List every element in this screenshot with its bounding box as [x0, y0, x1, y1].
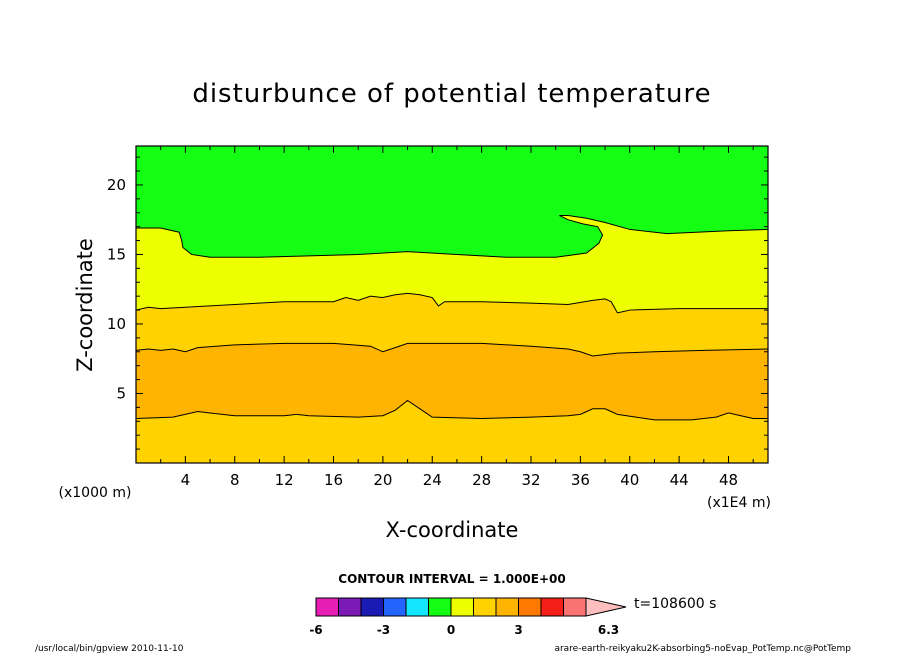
colorbar-labels: -6 -3 0 3 6.3	[309, 623, 619, 637]
contour-line-2	[135, 399, 768, 421]
footer-left: /usr/local/bin/gpview 2010-11-10	[35, 644, 184, 654]
x-tick-label: 48	[719, 471, 738, 489]
colorbar-cell	[473, 597, 497, 617]
time-text: t=108600 s	[634, 596, 716, 612]
colorbar-cell	[450, 597, 474, 617]
x-unit-label: (x1E4 m)	[707, 495, 771, 511]
y-tick-label: 5	[116, 384, 126, 402]
x-tick-label: 16	[324, 471, 343, 489]
y-tick-label: 10	[107, 315, 126, 333]
x-tick-label: 4	[181, 471, 191, 489]
colorbar-arrow	[585, 597, 627, 617]
contour-interval-text: CONTOUR INTERVAL = 1.000E+00	[338, 572, 565, 586]
colorbar-cell	[518, 597, 542, 617]
colorbar-label: 0	[447, 623, 455, 637]
colorbar-cell	[315, 597, 339, 617]
y-tick-label: 15	[107, 245, 126, 263]
x-tick-label: 12	[275, 471, 294, 489]
x-tick-label: 28	[472, 471, 491, 489]
colorbar-cell	[540, 597, 564, 617]
colorbar-label: -6	[309, 623, 322, 637]
x-axis-title: X-coordinate	[386, 518, 519, 542]
x-tick-label: 36	[571, 471, 590, 489]
colorbar-cell	[360, 597, 384, 617]
colorbar-cell	[563, 597, 587, 617]
colorbar-cell	[405, 597, 429, 617]
colorbar-cell	[495, 597, 519, 617]
contour-band-band-2-to-3	[136, 343, 768, 420]
contour-line-0	[135, 292, 768, 314]
x-tick-label: 40	[620, 471, 639, 489]
chart-title: disturbunce of potential temperature	[192, 79, 711, 109]
y-axis-title: Z-coordinate	[73, 238, 97, 372]
colorbar-label: -3	[377, 623, 390, 637]
colorbar-cell	[383, 597, 407, 617]
plot-frame	[135, 145, 769, 464]
y-tick-labels: 5 10 15 20	[107, 176, 126, 403]
contour-band-band-1-to-2	[136, 400, 768, 463]
x-tick-label: 44	[670, 471, 689, 489]
plot-area	[135, 145, 769, 464]
colorbar	[315, 597, 627, 617]
contour-band-minus1-to-0	[136, 146, 768, 258]
contour-line-minus1	[136, 215, 769, 258]
colorbar-label: 6.3	[598, 623, 619, 637]
colorbar-cell	[338, 597, 362, 617]
x-tick-label: 32	[521, 471, 540, 489]
y-tick-label: 20	[107, 176, 126, 194]
footer-right: arare-earth-reikyaku2K-absorbing5-noEvap…	[554, 644, 851, 654]
y-unit-label: (x1000 m)	[59, 485, 132, 501]
x-tick-labels: 4 8 12 16 20 24 28 32 36 40 44 48	[181, 471, 738, 489]
contour-band-band-1-to-2-upper	[136, 293, 768, 356]
x-tick-label: 8	[230, 471, 240, 489]
colorbar-label: 3	[514, 623, 522, 637]
contour-line-1	[135, 342, 769, 357]
x-tick-label: 20	[373, 471, 392, 489]
x-tick-label: 24	[423, 471, 442, 489]
colorbar-cell	[428, 597, 452, 617]
